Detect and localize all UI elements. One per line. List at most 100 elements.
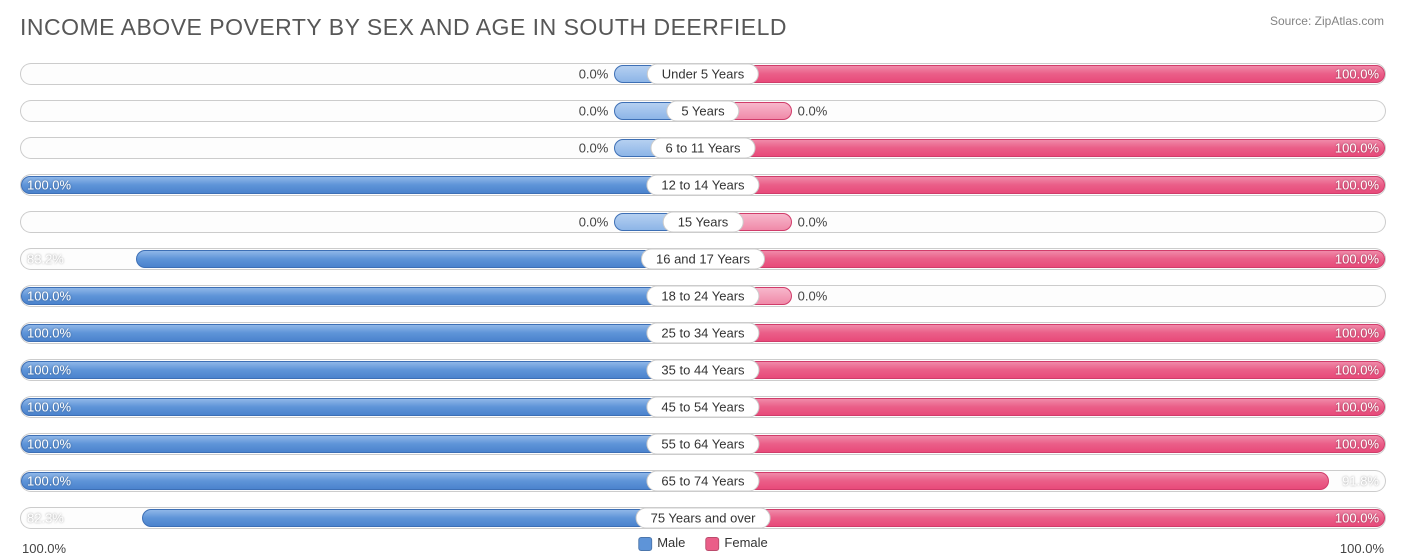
female-value: 100.0% xyxy=(1335,67,1379,82)
legend-female-label: Female xyxy=(724,535,767,550)
male-value: 100.0% xyxy=(27,363,71,378)
male-track: 100.0% xyxy=(20,285,703,307)
female-track: 0.0% xyxy=(703,100,1386,122)
female-track: 100.0% xyxy=(703,248,1386,270)
male-track: 0.0% xyxy=(20,100,703,122)
category-label: 5 Years xyxy=(666,101,739,122)
category-label: 16 and 17 Years xyxy=(641,249,765,270)
chart-row: 100.0% 100.0% 55 to 64 Years xyxy=(20,427,1386,461)
male-track: 100.0% xyxy=(20,174,703,196)
male-bar xyxy=(21,324,703,342)
chart-row: 100.0%100.0%25 to 34 Years xyxy=(20,316,1386,350)
male-track: 100.0% xyxy=(20,470,703,492)
female-bar xyxy=(703,435,1385,453)
category-label: 35 to 44 Years xyxy=(646,360,759,381)
male-value: 100.0% xyxy=(27,178,71,193)
female-value: 100.0% xyxy=(1335,400,1379,415)
female-track: 100.0% xyxy=(703,137,1386,159)
female-value: 0.0% xyxy=(798,104,828,119)
category-label: 18 to 24 Years xyxy=(646,286,759,307)
category-label: 75 Years and over xyxy=(636,508,771,529)
category-label: 45 to 54 Years xyxy=(646,397,759,418)
male-value: 0.0% xyxy=(579,104,609,119)
category-label: 12 to 14 Years xyxy=(646,175,759,196)
source-attribution: Source: ZipAtlas.com xyxy=(1270,14,1384,28)
female-bar xyxy=(703,250,1385,268)
chart-row: 100.0% 100.0% 12 to 14 Years xyxy=(20,168,1386,202)
category-label: 6 to 11 Years xyxy=(651,138,756,159)
female-bar xyxy=(703,398,1385,416)
male-bar xyxy=(21,361,703,379)
female-track: 100.0% xyxy=(703,322,1386,344)
female-track: 100.0% xyxy=(703,359,1386,381)
male-track: 83.2% xyxy=(20,248,703,270)
female-track: 0.0% xyxy=(703,211,1386,233)
female-value: 100.0% xyxy=(1335,326,1379,341)
chart-row: 0.0% 0.0% 5 Years xyxy=(20,94,1386,128)
chart-row: 82.3% 100.0% 75 Years and over xyxy=(20,501,1386,535)
legend-female: Female xyxy=(705,535,767,551)
butterfly-chart: 0.0%100.0%Under 5 Years0.0%0.0%5 Years0.… xyxy=(20,57,1386,535)
chart-row: 100.0% 100.0% 45 to 54 Years xyxy=(20,390,1386,424)
male-track: 82.3% xyxy=(20,507,703,529)
male-value: 0.0% xyxy=(579,141,609,156)
female-swatch xyxy=(705,537,719,551)
legend-male-label: Male xyxy=(657,535,685,550)
female-value: 100.0% xyxy=(1335,511,1379,526)
chart-row: 0.0% 100.0% 6 to 11 Years xyxy=(20,131,1386,165)
male-track: 100.0% xyxy=(20,359,703,381)
male-track: 0.0% xyxy=(20,211,703,233)
female-track: 100.0% xyxy=(703,63,1386,85)
chart-row: 0.0% 100.0% Under 5 Years xyxy=(20,57,1386,91)
category-label: 55 to 64 Years xyxy=(646,434,759,455)
category-label: 15 Years xyxy=(663,212,744,233)
female-bar xyxy=(703,361,1385,379)
male-track: 0.0% xyxy=(20,137,703,159)
male-swatch xyxy=(638,537,652,551)
male-track: 100.0% xyxy=(20,433,703,455)
male-track: 0.0% xyxy=(20,63,703,85)
male-track: 100.0% xyxy=(20,396,703,418)
female-bar xyxy=(703,324,1385,342)
male-value: 83.2% xyxy=(27,252,64,267)
male-value: 0.0% xyxy=(579,215,609,230)
chart-row: 0.0%0.0%15 Years xyxy=(20,205,1386,239)
legend-male: Male xyxy=(638,535,685,551)
female-value: 100.0% xyxy=(1335,363,1379,378)
category-label: 65 to 74 Years xyxy=(646,471,759,492)
female-value: 0.0% xyxy=(798,289,828,304)
female-bar xyxy=(703,509,1385,527)
male-bar xyxy=(21,435,703,453)
male-value: 0.0% xyxy=(579,67,609,82)
axis-left-label: 100.0% xyxy=(22,541,66,556)
male-bar xyxy=(21,176,703,194)
chart-row: 100.0% 0.0% 18 to 24 Years xyxy=(20,279,1386,313)
chart-title: INCOME ABOVE POVERTY BY SEX AND AGE IN S… xyxy=(20,14,1386,41)
male-value: 100.0% xyxy=(27,437,71,452)
female-track: 100.0% xyxy=(703,433,1386,455)
female-track: 100.0% xyxy=(703,396,1386,418)
male-bar xyxy=(21,472,703,490)
female-value: 100.0% xyxy=(1335,252,1379,267)
male-bar xyxy=(21,287,703,305)
legend: Male Female xyxy=(638,535,768,551)
male-value: 100.0% xyxy=(27,289,71,304)
male-bar xyxy=(136,250,703,268)
female-value: 100.0% xyxy=(1335,141,1379,156)
male-value: 100.0% xyxy=(27,474,71,489)
male-value: 82.3% xyxy=(27,511,64,526)
category-label: Under 5 Years xyxy=(647,64,759,85)
female-track: 0.0% xyxy=(703,285,1386,307)
chart-row: 100.0% 100.0% 35 to 44 Years xyxy=(20,353,1386,387)
male-value: 100.0% xyxy=(27,400,71,415)
axis-right-label: 100.0% xyxy=(1340,541,1384,556)
chart-row: 100.0% 91.8%65 to 74 Years xyxy=(20,464,1386,498)
male-track: 100.0% xyxy=(20,322,703,344)
female-track: 100.0% xyxy=(703,507,1386,529)
female-value: 100.0% xyxy=(1335,178,1379,193)
chart-row: 83.2% 100.0% 16 and 17 Years xyxy=(20,242,1386,276)
female-value: 100.0% xyxy=(1335,437,1379,452)
female-track: 91.8% xyxy=(703,470,1386,492)
male-bar xyxy=(21,398,703,416)
female-bar xyxy=(703,139,1385,157)
